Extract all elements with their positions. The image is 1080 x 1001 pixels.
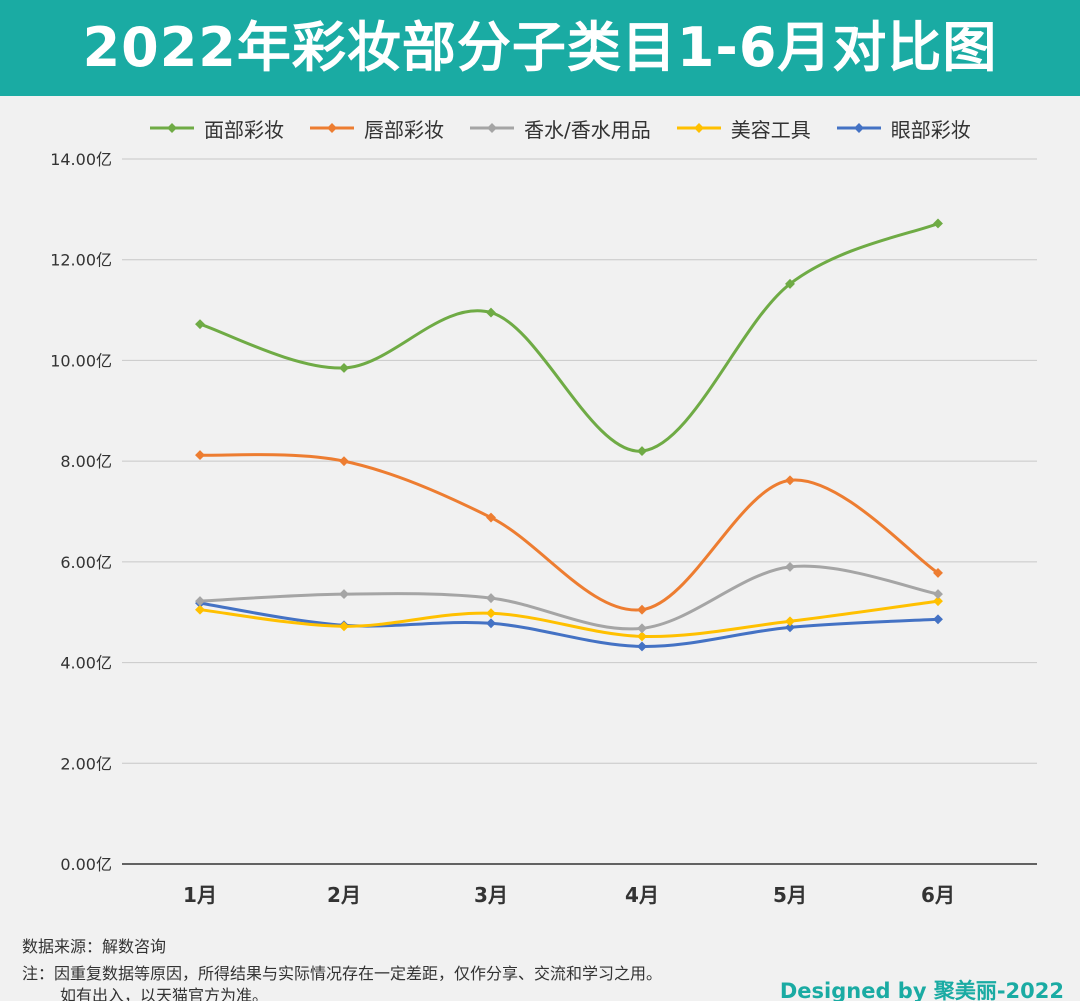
data-point [637,604,647,615]
legend-item: 美容工具 [676,114,811,143]
y-tick-label: 10.00亿 [50,351,112,370]
data-point [637,623,647,634]
data-point [785,561,795,572]
legend-swatch [310,123,354,133]
y-tick-label: 14.00亿 [50,150,112,169]
legend-label: 香水/香水用品 [524,117,651,142]
legend-swatch [836,123,881,133]
y-tick-label: 6.00亿 [60,553,112,572]
y-tick-label: 8.00亿 [60,452,112,471]
legend-item: 香水/香水用品 [470,114,651,143]
series-line [198,601,940,648]
data-point [486,307,496,318]
data-point [933,596,943,607]
data-point [339,589,349,600]
data-point [195,319,205,330]
data-point [195,450,205,461]
data-point [486,593,496,604]
x-tick-label: 5月 [773,883,807,907]
data-point [637,631,647,642]
disclaimer-note-2: 如有出入，以天猫官方为准。 [60,986,269,1001]
data-point [637,446,647,457]
y-tick-label: 4.00亿 [60,654,112,673]
page-title: 2022年彩妆部分子类目1-6月对比图 [82,16,998,79]
data-point [195,596,205,607]
data-point [195,604,205,615]
legend-swatch [676,123,721,133]
y-tick-label: 12.00亿 [50,251,112,270]
series-group [195,218,943,457]
data-point [486,608,496,619]
legend-label: 面部彩妆 [204,117,284,142]
disclaimer-note: 注：因重复数据等原因，所得结果与实际情况存在一定差距，仅作分享、交流和学习之用。 [22,964,663,983]
legend-item: 眼部彩妆 [836,114,971,143]
series-group [195,450,943,615]
legend-swatch [470,123,514,133]
chart-legend: 面部彩妆 唇部彩妆 香水/香水用品 美容工具 眼部彩妆 [150,108,1010,148]
data-point [637,641,647,652]
x-tick-label: 4月 [625,883,659,907]
data-point [339,621,349,632]
data-point [785,475,795,486]
series-line [198,453,940,612]
data-point [933,567,943,578]
data-point [486,618,496,629]
series-line [198,564,940,631]
series-line [198,221,940,453]
x-tick-label: 2月 [327,883,361,907]
x-tick-label: 6月 [921,883,955,907]
data-point [339,363,349,373]
legend-label: 眼部彩妆 [890,117,971,142]
x-tick-label: 3月 [474,883,508,907]
legend-swatch [150,123,194,133]
data-point [933,589,943,600]
series-group [195,596,943,642]
series-group [195,561,943,634]
legend-label: 美容工具 [730,117,811,142]
data-source-note: 数据来源：解数咨询 [22,937,167,956]
title-bar [0,0,1080,96]
legend-item: 面部彩妆 [150,114,284,143]
data-point [785,622,795,633]
data-point [933,614,943,625]
data-point [785,278,795,289]
x-tick-label: 1月 [183,883,217,907]
legend-label: 唇部彩妆 [364,117,444,142]
series-line [198,599,940,638]
data-point [933,218,943,229]
designed-by-credit: Designed by 聚美丽-2022 [779,979,1064,1001]
y-tick-label: 0.00亿 [60,855,112,874]
data-point [785,616,795,627]
legend-item: 唇部彩妆 [310,114,444,143]
y-tick-label: 2.00亿 [60,754,112,773]
data-point [339,456,349,467]
series-group [195,598,943,652]
data-point [486,512,496,523]
